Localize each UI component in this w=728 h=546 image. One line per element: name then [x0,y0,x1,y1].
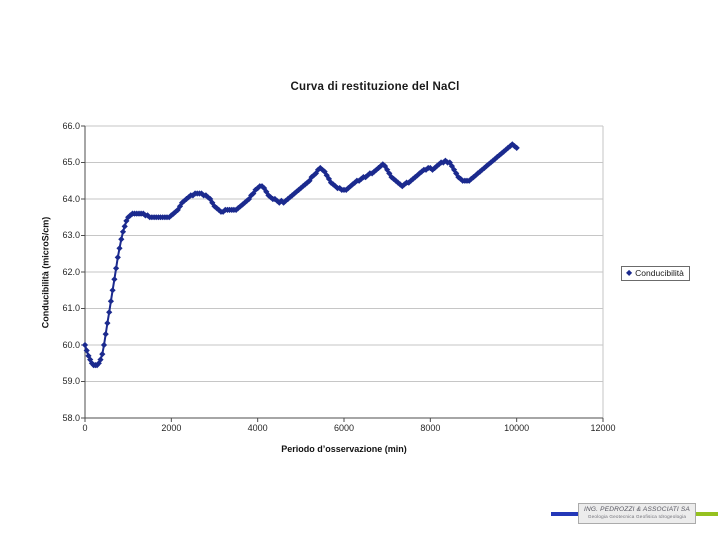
chart-title: Curva di restituzione del NaCl [290,81,460,93]
logo-company-name: ING. PEDROZZI & ASSOCIATI SA [584,506,691,513]
x-tick-label: 8000 [420,423,441,433]
y-tick-label: 59.0 [62,376,80,386]
x-tick-label: 10000 [504,423,530,433]
y-axis-title: Conducibilità (microS/cm) [40,216,51,329]
y-tick-label: 60.0 [62,339,80,350]
diamond-marker-icon: ◆ [626,268,633,277]
x-axis-title: Periodo d’osservazione (min) [281,444,407,454]
logo-green-bar [696,511,719,516]
legend-label: Conducibilità [635,268,684,278]
y-tick-label: 58.0 [62,412,80,423]
data-series-line [84,143,518,367]
y-tick-label: 61.0 [62,303,80,313]
x-tick-label: 4000 [247,423,268,433]
y-tick-label: 63.0 [62,230,80,240]
data-markers [81,141,520,369]
y-tick-label: 64.0 [62,193,80,204]
x-tick-label: 6000 [333,423,355,433]
y-tick-label: 62.0 [62,266,80,277]
logo-blue-bar [551,511,578,516]
x-tick-label: 0 [82,423,88,433]
x-tick-label: 2000 [161,423,182,433]
legend: ◆ Conducibilità [621,266,690,281]
plot-area [81,125,604,422]
y-tick-label: 66.0 [62,120,80,131]
logo-box: ING. PEDROZZI & ASSOCIATI SA Geologia Ge… [578,503,697,524]
y-tick-label: 65.0 [62,157,80,167]
company-logo: ING. PEDROZZI & ASSOCIATI SA Geologia Ge… [551,503,719,524]
logo-tagline: Geologia Geotecnica Geofisica Idrogeolog… [587,514,687,519]
x-tick-label: 12000 [590,423,616,433]
